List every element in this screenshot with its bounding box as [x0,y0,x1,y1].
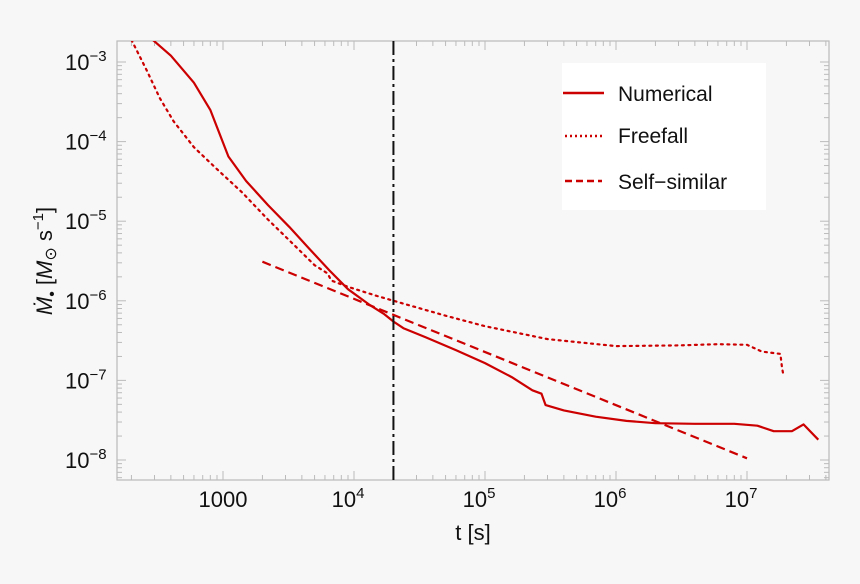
y-axis-title-exponent: −1 [30,213,47,230]
legend-item-self-similar: Self−similar [565,171,727,194]
legend-label: Self−similar [618,171,727,194]
series-self-similar [261,260,748,460]
y-tick-label: 10−3 [65,48,107,75]
legend-label: Numerical [618,83,713,106]
y-axis-title-mdot: Ṁ [32,296,57,315]
x-tick-label: 1000 [199,487,248,512]
plot-area-border [116,40,830,481]
y-tick-label: 10−4 [65,128,107,155]
x-axis-tick-labels: 1000 104 105 106 107 [199,485,758,512]
y-axis-title-unit-open: [ [32,279,57,291]
minor-ticks [117,41,829,480]
series-numerical [152,41,820,441]
y-axis-title-seconds: s [32,230,57,247]
y-tick-label: 10−5 [65,207,107,234]
legend: Numerical Freefall Self−similar [562,63,766,210]
plot-frame [116,40,830,481]
y-axis-title-bullet: • [44,291,61,297]
legend-label: Freefall [618,125,688,148]
x-tick-label: 106 [594,485,627,512]
svg-text:Ṁ• [M⊙ s−1]: Ṁ• [M⊙ s−1] [30,207,61,315]
y-axis-title-unit-close: ] [32,207,57,213]
y-axis-title-sun-symbol: ⊙ [43,247,60,260]
series-freefall [130,41,785,377]
x-tick-label: 104 [332,485,365,512]
legend-item-numerical: Numerical [563,83,713,106]
x-tick-label: 105 [463,485,496,512]
y-tick-label: 10−8 [65,446,107,473]
x-axis-title: t [s] [455,520,490,545]
y-axis-title-msun: M [32,260,57,279]
y-tick-label: 10−7 [65,366,107,393]
y-axis-title: Ṁ• [M⊙ s−1] [30,207,61,315]
y-tick-label: 10−6 [65,287,107,314]
legend-item-freefall: Freefall [565,125,688,148]
x-tick-label: 107 [725,485,758,512]
series-layer [130,41,820,460]
y-axis-tick-labels: 10−3 10−4 10−5 10−6 10−7 10−8 [65,48,107,473]
